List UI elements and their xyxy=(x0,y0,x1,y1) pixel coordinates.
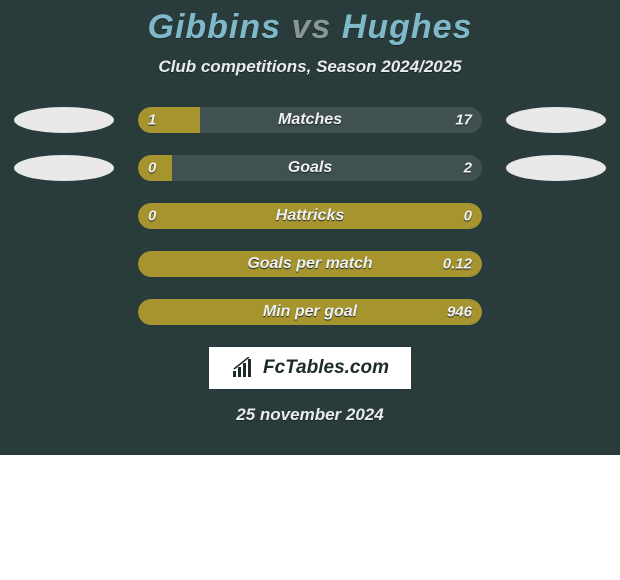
stat-right-value: 0 xyxy=(464,208,472,225)
stat-row: 0 Goals 2 xyxy=(0,155,620,181)
page-title: Gibbins vs Hughes xyxy=(0,8,620,47)
site-badge-inner: FcTables.com xyxy=(209,347,411,389)
left-disc xyxy=(14,107,114,133)
player2-name: Hughes xyxy=(342,8,473,46)
stat-rows: 1 Matches 17 0 Goals 2 0 Hattricks 0 Goals per ma… xyxy=(0,107,620,325)
stat-left-value: 0 xyxy=(148,208,156,225)
stat-bar: 1 Matches 17 xyxy=(138,107,482,133)
stat-label: Hattricks xyxy=(276,207,344,225)
stat-right-value: 17 xyxy=(455,112,472,129)
title-vs: vs xyxy=(292,8,332,46)
stat-bar: 0 Hattricks 0 xyxy=(138,203,482,229)
stat-label: Matches xyxy=(278,111,342,129)
stat-bar: Goals per match 0.12 xyxy=(138,251,482,277)
left-disc xyxy=(14,299,114,325)
stat-right-value: 0.12 xyxy=(443,256,472,273)
stat-row: 1 Matches 17 xyxy=(0,107,620,133)
stat-left-value: 0 xyxy=(148,160,156,177)
comparison-card: Gibbins vs Hughes Club competitions, Sea… xyxy=(0,0,620,455)
site-badge: FcTables.com xyxy=(0,347,620,389)
stat-right-value: 946 xyxy=(447,304,472,321)
date-label: 25 november 2024 xyxy=(0,405,620,425)
player1-name: Gibbins xyxy=(148,8,282,46)
left-disc xyxy=(14,251,114,277)
subtitle: Club competitions, Season 2024/2025 xyxy=(0,57,620,77)
stat-row: Min per goal 946 xyxy=(0,299,620,325)
stat-bar: 0 Goals 2 xyxy=(138,155,482,181)
stat-label: Goals per match xyxy=(247,255,372,273)
stat-row: Goals per match 0.12 xyxy=(0,251,620,277)
site-name: FcTables.com xyxy=(263,357,389,379)
right-disc xyxy=(506,299,606,325)
chart-icon xyxy=(231,357,257,379)
right-disc xyxy=(506,203,606,229)
stat-label: Min per goal xyxy=(263,303,357,321)
stat-bar: Min per goal 946 xyxy=(138,299,482,325)
right-disc xyxy=(506,251,606,277)
left-disc xyxy=(14,155,114,181)
right-disc xyxy=(506,107,606,133)
stat-right-value: 2 xyxy=(464,160,472,177)
right-disc xyxy=(506,155,606,181)
stat-left-value: 1 xyxy=(148,112,156,129)
stat-row: 0 Hattricks 0 xyxy=(0,203,620,229)
stat-label: Goals xyxy=(288,159,332,177)
left-disc xyxy=(14,203,114,229)
